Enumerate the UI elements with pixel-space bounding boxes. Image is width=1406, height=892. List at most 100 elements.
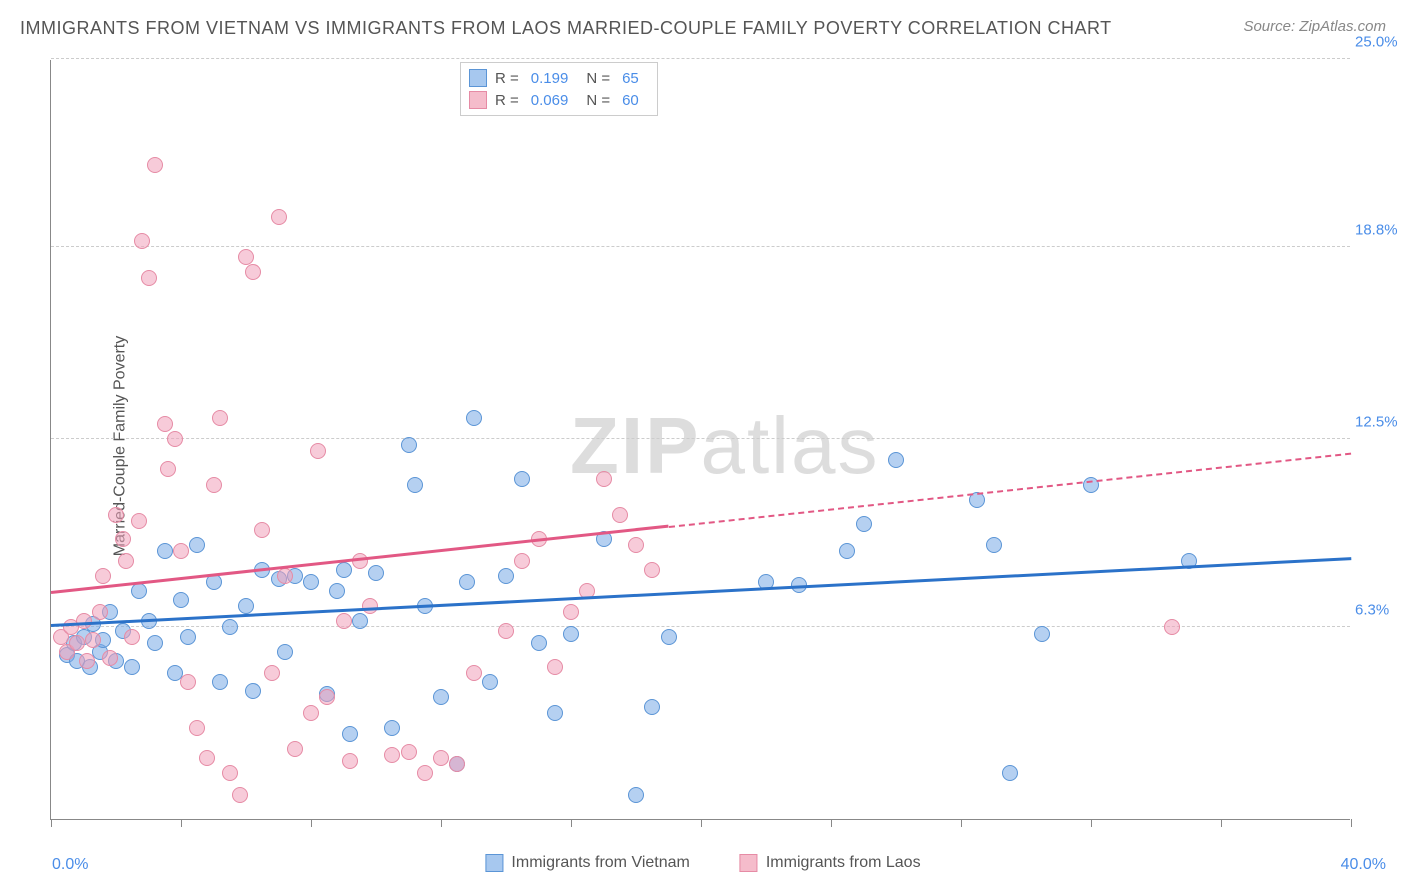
- data-point: [115, 531, 131, 547]
- data-point: [612, 507, 628, 523]
- data-point: [95, 568, 111, 584]
- x-tick: [1091, 819, 1092, 827]
- trend-line: [51, 558, 1351, 628]
- data-point: [124, 629, 140, 645]
- x-tick: [1351, 819, 1352, 827]
- legend-swatch: [469, 91, 487, 109]
- data-point: [167, 431, 183, 447]
- data-point: [628, 787, 644, 803]
- data-point: [531, 635, 547, 651]
- data-point: [254, 522, 270, 538]
- data-point: [134, 233, 150, 249]
- data-point: [180, 674, 196, 690]
- data-point: [85, 632, 101, 648]
- y-tick-label: 25.0%: [1355, 34, 1405, 51]
- x-tick: [961, 819, 962, 827]
- data-point: [319, 689, 335, 705]
- gridline: [51, 626, 1350, 627]
- data-point: [644, 699, 660, 715]
- legend-swatch: [485, 854, 503, 872]
- stats-r-value: 0.199: [531, 70, 569, 87]
- x-tick: [1221, 819, 1222, 827]
- data-point: [238, 598, 254, 614]
- data-point: [1034, 626, 1050, 642]
- data-point: [384, 720, 400, 736]
- data-point: [287, 741, 303, 757]
- gridline: [51, 58, 1350, 59]
- data-point: [271, 209, 287, 225]
- x-tick: [441, 819, 442, 827]
- data-point: [173, 543, 189, 559]
- data-point: [310, 443, 326, 459]
- data-point: [131, 583, 147, 599]
- data-point: [384, 747, 400, 763]
- data-point: [199, 750, 215, 766]
- data-point: [238, 249, 254, 265]
- data-point: [628, 537, 644, 553]
- data-point: [173, 592, 189, 608]
- data-point: [342, 753, 358, 769]
- chart-title: IMMIGRANTS FROM VIETNAM VS IMMIGRANTS FR…: [20, 18, 1112, 39]
- data-point: [1164, 619, 1180, 635]
- plot-area: 6.3%12.5%18.8%25.0%: [50, 60, 1350, 820]
- gridline: [51, 438, 1350, 439]
- stats-n-value: 65: [622, 70, 639, 87]
- data-point: [157, 416, 173, 432]
- data-point: [466, 410, 482, 426]
- data-point: [644, 562, 660, 578]
- data-point: [547, 705, 563, 721]
- stats-r-label: R =: [495, 70, 519, 87]
- data-point: [212, 410, 228, 426]
- data-point: [661, 629, 677, 645]
- data-point: [563, 604, 579, 620]
- data-point: [124, 659, 140, 675]
- data-point: [986, 537, 1002, 553]
- data-point: [547, 659, 563, 675]
- stats-n-value: 60: [622, 92, 639, 109]
- data-point: [69, 635, 85, 651]
- data-point: [277, 568, 293, 584]
- data-point: [245, 264, 261, 280]
- stats-n-label: N =: [586, 70, 610, 87]
- data-point: [407, 477, 423, 493]
- legend-label: Immigrants from Vietnam: [511, 854, 689, 872]
- data-point: [141, 270, 157, 286]
- stats-legend-row: R = 0.199 N = 65: [469, 67, 649, 89]
- data-point: [157, 543, 173, 559]
- x-tick: [311, 819, 312, 827]
- data-point: [514, 553, 530, 569]
- data-point: [102, 650, 118, 666]
- data-point: [329, 583, 345, 599]
- legend-swatch: [469, 69, 487, 87]
- data-point: [245, 683, 261, 699]
- data-point: [303, 705, 319, 721]
- data-point: [131, 513, 147, 529]
- data-point: [147, 635, 163, 651]
- trend-line: [51, 525, 669, 594]
- data-point: [1002, 765, 1018, 781]
- data-point: [449, 756, 465, 772]
- data-point: [466, 665, 482, 681]
- data-point: [401, 437, 417, 453]
- data-point: [433, 750, 449, 766]
- x-tick: [831, 819, 832, 827]
- stats-r-value: 0.069: [531, 92, 569, 109]
- data-point: [232, 787, 248, 803]
- data-point: [362, 598, 378, 614]
- data-point: [264, 665, 280, 681]
- data-point: [189, 720, 205, 736]
- stats-legend-row: R =0.069N =60: [469, 89, 649, 111]
- stats-n-label: N =: [586, 92, 610, 109]
- legend-label: Immigrants from Laos: [766, 854, 921, 872]
- stats-legend-box: R = 0.199 N = 65R = 0.069 N = 60: [460, 62, 658, 116]
- data-point: [839, 543, 855, 559]
- data-point: [401, 744, 417, 760]
- data-point: [459, 574, 475, 590]
- data-point: [514, 471, 530, 487]
- data-point: [180, 629, 196, 645]
- x-tick: [701, 819, 702, 827]
- data-point: [160, 461, 176, 477]
- data-point: [563, 626, 579, 642]
- legend-swatch: [740, 854, 758, 872]
- x-tick: [571, 819, 572, 827]
